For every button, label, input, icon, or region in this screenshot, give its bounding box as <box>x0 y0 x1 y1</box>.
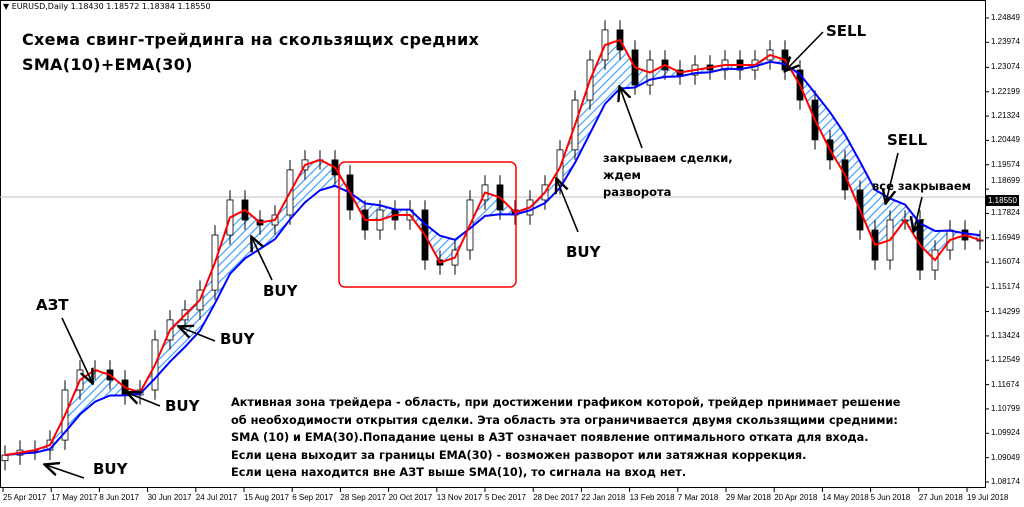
y-tick-label: 1.14299 <box>991 306 1020 316</box>
y-tick-label: 1.24849 <box>991 13 1020 22</box>
description-line: SMA (10) и EMA(30).Попадание цены в АЗТ … <box>231 431 869 444</box>
candle <box>1 445 9 471</box>
chart-subtitle: SMA(10)+EMA(30) <box>22 55 193 74</box>
buy-label-3: BUY <box>220 330 255 348</box>
x-tick-label: 8 Jun 2017 <box>99 493 139 502</box>
y-tick-label: 1.19574 <box>991 159 1020 169</box>
close-note-line: ждем <box>603 168 641 182</box>
sma10-line <box>4 38 981 457</box>
arrow-azt <box>61 317 92 382</box>
description-line: об необходимости открытия сделки. Эта об… <box>231 413 898 427</box>
arrow-sell-1 <box>786 31 824 70</box>
y-tick-label: 1.18699 <box>991 176 1020 186</box>
y-tick-label: 1.12549 <box>991 355 1020 365</box>
buy-label-5: BUY <box>566 243 601 261</box>
y-tick-label: 1.21324 <box>991 111 1020 121</box>
close-note-line: разворота <box>603 185 672 199</box>
active-trader-zone <box>5 39 980 456</box>
description-line: Активная зона трейдера - область, при до… <box>231 396 901 409</box>
description-line: Если цена выходит за границы EMA(30) - в… <box>231 448 807 462</box>
close-note-line: закрываем сделки, <box>603 151 733 165</box>
arrow-buy-1 <box>46 465 85 479</box>
arrow-buy-2 <box>128 393 161 407</box>
buy-label-4: BUY <box>263 282 298 300</box>
x-tick-label: 27 Jun 2018 <box>918 493 963 502</box>
arrow-buy-5 <box>557 180 579 233</box>
x-tick-label: 6 Sep 2017 <box>292 493 334 502</box>
x-tick-label: 5 Jun 2018 <box>870 493 911 502</box>
triangle-down-icon[interactable]: ▼ <box>3 2 10 11</box>
arrow-close-all <box>914 196 922 230</box>
candle-body <box>1 454 9 462</box>
buy-label-2: BUY <box>165 397 200 415</box>
x-tick-label: 19 Jul 2018 <box>967 493 1009 502</box>
x-tick-label: 13 Feb 2018 <box>629 493 675 502</box>
description-text: Активная зона трейдера - область, при до… <box>231 394 900 482</box>
x-tick-label: 29 Mar 2018 <box>726 493 771 502</box>
sideways-range-box <box>338 161 517 288</box>
y-tick-label: 1.15174 <box>991 282 1020 292</box>
y-tick-label: 1.08174 <box>991 477 1020 486</box>
chart-header: ▼ EURUSD,Daily 1.18430 1.18572 1.18384 1… <box>3 2 211 11</box>
y-tick-label: 1.22199 <box>991 86 1020 96</box>
y-tick-label: 1.23974 <box>991 37 1020 47</box>
x-tick-label: 30 Jun 2017 <box>147 493 192 502</box>
x-tick-label: 20 Apr 2018 <box>774 493 818 502</box>
chart-frame <box>0 0 986 488</box>
x-tick-label: 5 Dec 2017 <box>485 493 526 502</box>
x-tick-label: 28 Dec 2017 <box>533 493 579 502</box>
ohlc-values: 1.18430 1.18572 1.18384 1.18550 <box>70 2 211 11</box>
y-tick-label: 1.13424 <box>991 330 1020 340</box>
y-tick-label: 1.23074 <box>991 62 1020 72</box>
y-tick-label: 1.16074 <box>991 257 1020 267</box>
ema30-line <box>4 60 981 457</box>
sell-label-1: SELL <box>826 22 867 40</box>
x-tick-label: 14 May 2018 <box>822 493 869 502</box>
arrow-buy-3 <box>180 327 216 342</box>
description-line: Если цена находится вне АЗТ выше SMA(10)… <box>231 466 687 479</box>
x-tick-label: 24 Jul 2017 <box>195 493 238 502</box>
y-tick-label: 1.09049 <box>991 452 1020 462</box>
buy-label-1: BUY <box>93 460 128 478</box>
y-tick-label: 1.09924 <box>991 428 1020 438</box>
y-tick-label: 1.20449 <box>991 135 1020 145</box>
arrow-close <box>620 88 643 149</box>
x-tick-label: 20 Oct 2017 <box>388 493 433 502</box>
close-all-note: все закрываем <box>872 179 972 193</box>
x-tick-label: 7 Mar 2018 <box>677 493 719 502</box>
y-tick-label: 1.10799 <box>991 403 1020 413</box>
y-tick-label: 1.11674 <box>991 379 1020 389</box>
sell-label-2: SELL <box>887 131 928 149</box>
bid-price-label: 1.18550 <box>986 195 1019 206</box>
azt-label: АЗТ <box>36 296 69 314</box>
chart-title: Схема свинг-трейдинга на скользящих сред… <box>22 30 480 49</box>
arrow-buy-4 <box>252 238 273 281</box>
y-tick-label: 1.16949 <box>991 232 1020 242</box>
arrow-sell-2 <box>886 152 899 202</box>
y-tick-label: 1.17824 <box>991 208 1020 218</box>
x-tick-label: 25 Apr 2017 <box>3 493 47 502</box>
x-tick-label: 15 Aug 2017 <box>244 493 289 502</box>
x-tick-label: 28 Sep 2017 <box>340 493 386 502</box>
annotation-arrows <box>46 31 922 479</box>
close-trades-note: закрываем сделки, ждем разворота <box>603 150 733 201</box>
symbol-label: EURUSD,Daily <box>11 2 69 11</box>
x-tick-label: 22 Jan 2018 <box>581 493 626 502</box>
x-tick-label: 17 May 2017 <box>51 493 98 502</box>
x-tick-label: 13 Nov 2017 <box>436 493 483 502</box>
